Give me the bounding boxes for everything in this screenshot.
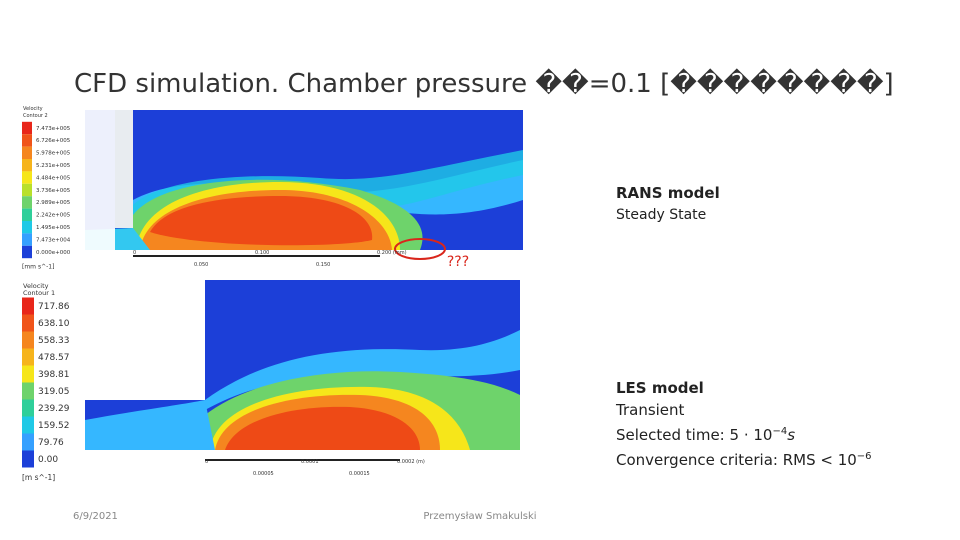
title: CFD simulation. Chamber pressure ��=0.1 … bbox=[74, 68, 894, 99]
legend-label: 3.736e+005 bbox=[36, 188, 71, 194]
top-contour bbox=[20, 110, 523, 263]
legend-label: 7.473e+004 bbox=[36, 237, 71, 243]
legend-title: Contour 1 bbox=[23, 289, 55, 297]
legend-swatch bbox=[22, 416, 34, 434]
legend-swatch bbox=[22, 382, 34, 400]
legend-label: 2.989e+005 bbox=[36, 200, 71, 206]
legend-label: 638.10 bbox=[38, 319, 70, 329]
legend-label: 2.242e+005 bbox=[36, 213, 71, 219]
sup: −6 bbox=[856, 451, 872, 462]
caption-line: Steady State bbox=[616, 207, 707, 223]
legend-label: 478.57 bbox=[38, 353, 70, 363]
legend-swatch bbox=[22, 134, 32, 147]
legend-label: 239.29 bbox=[38, 404, 70, 414]
caption-line: Transient bbox=[616, 401, 685, 419]
legend-label: 1.495e+005 bbox=[36, 225, 71, 231]
caption-line: Selected time: 5 · 10−4s bbox=[616, 421, 872, 446]
legend-title: Contour 2 bbox=[23, 113, 48, 119]
legend-swatch bbox=[22, 348, 34, 366]
legend-swatch bbox=[22, 399, 34, 417]
scale-label: 0.00015 bbox=[349, 471, 370, 477]
legend-title: Velocity bbox=[23, 106, 43, 112]
legend-unit: [mm s^-1] bbox=[22, 263, 54, 270]
caption-bold: RANS model bbox=[616, 184, 720, 202]
legend-label: 558.33 bbox=[38, 336, 70, 346]
scale-label: 0.150 bbox=[316, 262, 330, 268]
legend-label: 319.05 bbox=[38, 387, 70, 397]
sup: −4 bbox=[772, 426, 788, 437]
scale-label: 0.0001 bbox=[301, 459, 319, 465]
legend-swatch bbox=[22, 297, 34, 315]
legend-label: 159.52 bbox=[38, 421, 70, 431]
legend-swatch bbox=[22, 331, 34, 349]
legend-label: 5.978e+005 bbox=[36, 151, 71, 157]
caption-bold: LES model bbox=[616, 379, 704, 397]
footer-date: 6/9/2021 bbox=[73, 511, 118, 522]
legend-label: 717.86 bbox=[38, 302, 70, 312]
legend-unit: [m s^-1] bbox=[22, 473, 55, 482]
legend-swatch bbox=[22, 365, 34, 383]
footer-author: Przemysław Smakulski bbox=[423, 511, 536, 522]
legend-swatch bbox=[22, 121, 32, 135]
legend-swatch bbox=[22, 171, 32, 184]
scale-label: 0.00005 bbox=[253, 471, 274, 477]
legend-swatch bbox=[22, 314, 34, 332]
legend-label: 79.76 bbox=[38, 438, 64, 448]
legend-swatch bbox=[22, 208, 32, 221]
legend-label: 4.484e+005 bbox=[36, 175, 71, 181]
text: s bbox=[787, 426, 796, 444]
legend-label: 0.000e+000 bbox=[36, 250, 71, 256]
legend-swatch bbox=[22, 233, 32, 246]
scale-label: 0.100 bbox=[255, 250, 269, 256]
legend-swatch bbox=[22, 183, 32, 197]
caption-line: Convergence criteria: RMS < 10−6 bbox=[616, 446, 872, 471]
legend-swatch bbox=[22, 159, 32, 172]
legend-swatch bbox=[22, 450, 34, 468]
legend-swatch bbox=[22, 221, 32, 234]
legend-title: Velocity bbox=[23, 282, 49, 290]
legend-label: 6.726e+005 bbox=[36, 138, 71, 144]
rans-caption: RANS model Steady State bbox=[616, 182, 720, 226]
scale-label: 0 bbox=[133, 250, 136, 256]
scale-label: 0.200 (mm) bbox=[377, 250, 407, 256]
scale-label: 0.0002 (m) bbox=[397, 459, 425, 465]
legend-swatch bbox=[22, 433, 34, 451]
legend-label: 398.81 bbox=[38, 370, 70, 380]
legend-swatch bbox=[22, 196, 32, 209]
scale-label: 0 bbox=[205, 459, 208, 465]
caption-line: LES model bbox=[616, 377, 872, 399]
legend-label: 7.473e+005 bbox=[36, 126, 71, 132]
text: Convergence criteria: RMS < 10 bbox=[616, 451, 857, 469]
caption-line: RANS model bbox=[616, 182, 720, 204]
legend-label: 5.231e+005 bbox=[36, 163, 71, 169]
annotation: ??? bbox=[447, 254, 469, 270]
legend-swatch bbox=[22, 245, 32, 259]
legend-label: 0.00 bbox=[38, 455, 58, 465]
text: Selected time: 5 · 10 bbox=[616, 426, 773, 444]
scale-label: 0.050 bbox=[194, 262, 208, 268]
bottom-contour bbox=[85, 280, 520, 461]
legend-swatch bbox=[22, 146, 32, 159]
les-caption: LES model Transient Selected time: 5 · 1… bbox=[616, 377, 872, 471]
